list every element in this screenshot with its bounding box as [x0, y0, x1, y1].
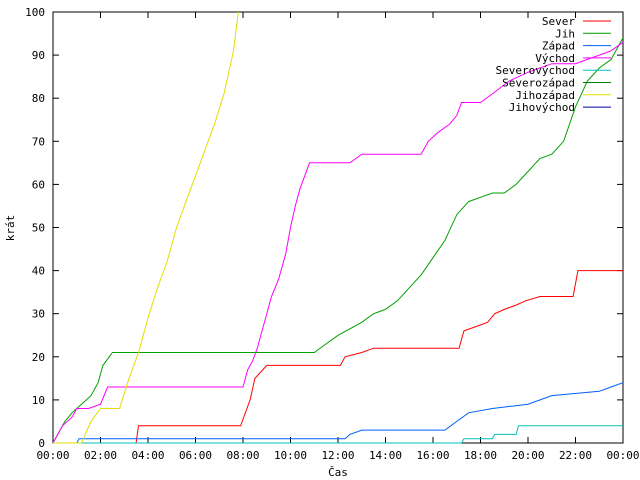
x-tick-label: 06:00	[179, 449, 212, 462]
x-tick-label: 08:00	[226, 449, 259, 462]
series-line-3	[53, 382, 624, 444]
x-tick-label: 18:00	[464, 449, 497, 462]
y-tick-label: 20	[32, 351, 45, 364]
legend-label-7: Jihozápad	[515, 89, 575, 102]
y-tick-label: 40	[32, 265, 45, 278]
y-tick-label: 30	[32, 308, 45, 321]
legend-label-8: Jihovýchod	[509, 101, 575, 114]
series-layer	[52, 11, 624, 444]
legend-label-3: Západ	[542, 40, 575, 53]
series-line-5	[53, 425, 623, 444]
x-tick-label: 02:00	[84, 449, 117, 462]
y-tick-label: 60	[32, 178, 45, 191]
y-tick-label: 0	[38, 437, 45, 450]
y-tick-label: 100	[25, 6, 45, 19]
x-tick-label: 14:00	[369, 449, 402, 462]
x-tick-label: 22:00	[559, 449, 592, 462]
legend-label-1: Sever	[542, 15, 575, 28]
y-tick-label: 10	[32, 394, 45, 407]
x-tick-label: 00:00	[606, 449, 639, 462]
x-tick-label: 04:00	[131, 449, 164, 462]
series-line-1	[53, 270, 623, 444]
axis-ticks: 0 10 20 30 40 50 60 70 80 90 100 00:00 02:00 04:00 06:…	[25, 6, 639, 462]
x-tick-label: 16:00	[416, 449, 449, 462]
y-tick-label: 70	[32, 135, 45, 148]
y-axis-title: krát	[4, 215, 17, 242]
y-tick-label: 50	[32, 222, 45, 235]
x-tick-label: 10:00	[274, 449, 307, 462]
x-tick-label: 12:00	[321, 449, 354, 462]
series-line-4	[52, 41, 624, 444]
series-line-2	[52, 37, 624, 444]
x-axis-title: Čas	[328, 466, 348, 479]
legend-label-4: Východ	[535, 52, 575, 65]
x-tick-label: 20:00	[511, 449, 544, 462]
legend-label-5: Severovýchod	[496, 64, 575, 77]
y-tick-label: 80	[32, 92, 45, 105]
legend: SeverJihZápadVýchodSeverovýchodSeverozáp…	[496, 15, 611, 114]
x-tick-label: 00:00	[36, 449, 69, 462]
legend-label-6: Severozápad	[502, 77, 575, 90]
legend-label-2: Jih	[555, 27, 575, 40]
series-line-7	[53, 11, 239, 444]
y-tick-label: 90	[32, 49, 45, 62]
